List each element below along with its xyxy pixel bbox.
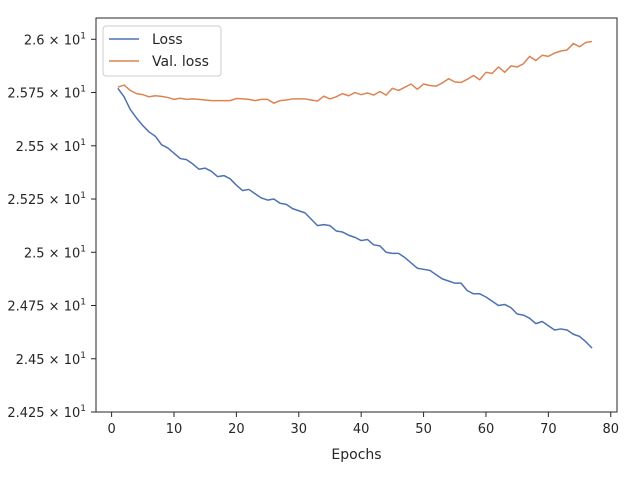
- y-tick-mantissa: 2.6: [24, 33, 45, 48]
- legend-label-loss: Loss: [152, 32, 183, 48]
- y-tick-label: 2.45 × 101: [16, 351, 86, 368]
- y-tick-mantissa: 2.45: [16, 353, 45, 368]
- y-tick-base: 10: [64, 300, 81, 315]
- y-tick-exponent: 1: [80, 351, 86, 361]
- plot-area: [96, 18, 617, 412]
- y-tick-base: 10: [64, 406, 81, 421]
- y-tick-mantissa: 2.55: [16, 140, 45, 155]
- y-tick-mantissa: 2.575: [7, 87, 44, 102]
- y-tick-base: 10: [64, 353, 81, 368]
- y-tick-base: 10: [64, 193, 81, 208]
- y-tick-label: 2.6 × 101: [24, 31, 86, 48]
- y-tick-exponent: 1: [80, 191, 86, 201]
- y-tick-label: 2.475 × 101: [7, 298, 86, 315]
- y-tick-exponent: 1: [80, 138, 86, 148]
- y-tick-times: ×: [45, 193, 64, 208]
- x-axis-label: Epochs: [331, 447, 381, 463]
- y-tick-times: ×: [45, 140, 64, 155]
- y-tick-base: 10: [64, 246, 81, 261]
- y-tick-base: 10: [64, 33, 81, 48]
- y-tick-times: ×: [45, 406, 64, 421]
- y-tick-mantissa: 2.525: [7, 193, 44, 208]
- y-tick-exponent: 1: [80, 85, 86, 95]
- legend: Loss Val. loss: [102, 25, 222, 77]
- y-tick-times: ×: [45, 353, 64, 368]
- series-line-loss: [117, 87, 593, 349]
- y-tick-label: 2.525 × 101: [7, 191, 86, 208]
- y-tick-label: 2.425 × 101: [7, 404, 86, 421]
- y-tick-times: ×: [45, 300, 64, 315]
- plot-frame: [95, 17, 618, 413]
- y-tick-times: ×: [45, 87, 64, 102]
- y-tick-mantissa: 2.5: [24, 246, 45, 261]
- y-tick-times: ×: [45, 33, 64, 48]
- series-layer: [117, 40, 593, 349]
- x-tick-label: 80: [602, 422, 619, 437]
- y-tick-exponent: 1: [80, 298, 86, 308]
- x-tick-label: 0: [107, 422, 115, 437]
- y-tick-exponent: 1: [80, 31, 86, 41]
- y-tick-label: 2.575 × 101: [7, 85, 86, 102]
- y-tick-label: 2.5 × 101: [24, 244, 86, 261]
- y-tick-mantissa: 2.425: [7, 406, 44, 421]
- y-tick-base: 10: [64, 87, 81, 102]
- y-tick-exponent: 1: [80, 244, 86, 254]
- x-tick-label: 60: [478, 422, 495, 437]
- y-tick-times: ×: [45, 246, 64, 261]
- series-line-val-loss: [117, 40, 593, 104]
- x-tick-label: 50: [415, 422, 432, 437]
- y-tick-label: 2.55 × 101: [16, 138, 86, 155]
- x-tick-label: 20: [228, 422, 245, 437]
- x-tick-label: 40: [353, 422, 370, 437]
- x-tick-label: 70: [540, 422, 557, 437]
- x-axis: 0 10 20 30 40 50 60 70 80: [107, 412, 619, 437]
- y-tick-exponent: 1: [80, 404, 86, 414]
- y-tick-mantissa: 2.475: [7, 300, 44, 315]
- legend-label-val-loss: Val. loss: [152, 54, 209, 70]
- x-tick-label: 30: [291, 422, 308, 437]
- x-tick-label: 10: [166, 422, 183, 437]
- y-tick-base: 10: [64, 140, 81, 155]
